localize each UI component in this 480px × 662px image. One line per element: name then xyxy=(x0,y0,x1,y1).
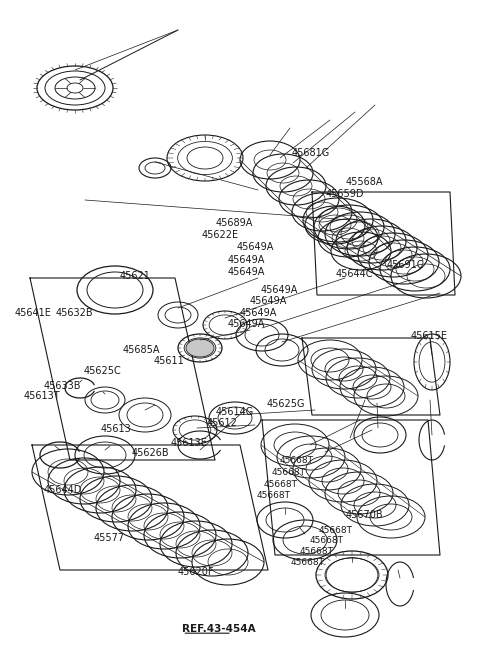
Text: 45668T: 45668T xyxy=(257,491,291,500)
Text: 45620F: 45620F xyxy=(178,567,214,577)
Text: 45613T: 45613T xyxy=(24,391,60,401)
Text: REF.43-454A: REF.43-454A xyxy=(182,624,256,634)
Text: 45668T: 45668T xyxy=(264,479,298,489)
Text: 45633B: 45633B xyxy=(43,381,81,391)
Text: 45649A: 45649A xyxy=(228,255,265,265)
Text: 45670B: 45670B xyxy=(346,510,383,520)
Text: 45668T: 45668T xyxy=(318,526,352,535)
Text: 45668T: 45668T xyxy=(290,557,324,567)
Text: 45659D: 45659D xyxy=(325,189,364,199)
Text: 45622E: 45622E xyxy=(202,230,239,240)
Text: 45625C: 45625C xyxy=(84,366,122,376)
Text: 45691C: 45691C xyxy=(386,260,424,270)
Text: 45614G: 45614G xyxy=(216,407,254,417)
Text: 45668T: 45668T xyxy=(280,456,314,465)
Text: 45668T: 45668T xyxy=(300,547,334,556)
Text: 45613E: 45613E xyxy=(170,438,207,448)
Text: 45612: 45612 xyxy=(206,418,237,428)
Text: 45644D: 45644D xyxy=(43,485,82,495)
Text: 45649A: 45649A xyxy=(237,242,274,252)
Text: 45621: 45621 xyxy=(120,271,151,281)
Text: 45626B: 45626B xyxy=(132,448,169,458)
Text: 45568A: 45568A xyxy=(346,177,383,187)
Text: 45613: 45613 xyxy=(101,424,132,434)
Text: 45649A: 45649A xyxy=(240,308,277,318)
Text: 45649A: 45649A xyxy=(228,267,265,277)
Text: 45611: 45611 xyxy=(154,356,184,366)
Text: 45649A: 45649A xyxy=(228,319,265,329)
Text: 45649A: 45649A xyxy=(260,285,298,295)
Text: 45632B: 45632B xyxy=(55,308,93,318)
Text: 45644C: 45644C xyxy=(336,269,373,279)
Text: 45685A: 45685A xyxy=(122,346,160,355)
Text: 45641E: 45641E xyxy=(14,308,51,318)
Text: 45689A: 45689A xyxy=(216,218,253,228)
Text: 45681G: 45681G xyxy=(291,148,330,158)
Text: 45615E: 45615E xyxy=(410,331,447,341)
Text: 45668T: 45668T xyxy=(271,467,305,477)
Text: 45668T: 45668T xyxy=(310,536,344,545)
Text: 45577: 45577 xyxy=(94,533,125,543)
Ellipse shape xyxy=(186,339,214,357)
Text: 45625G: 45625G xyxy=(266,399,305,409)
Text: 45649A: 45649A xyxy=(250,296,287,306)
